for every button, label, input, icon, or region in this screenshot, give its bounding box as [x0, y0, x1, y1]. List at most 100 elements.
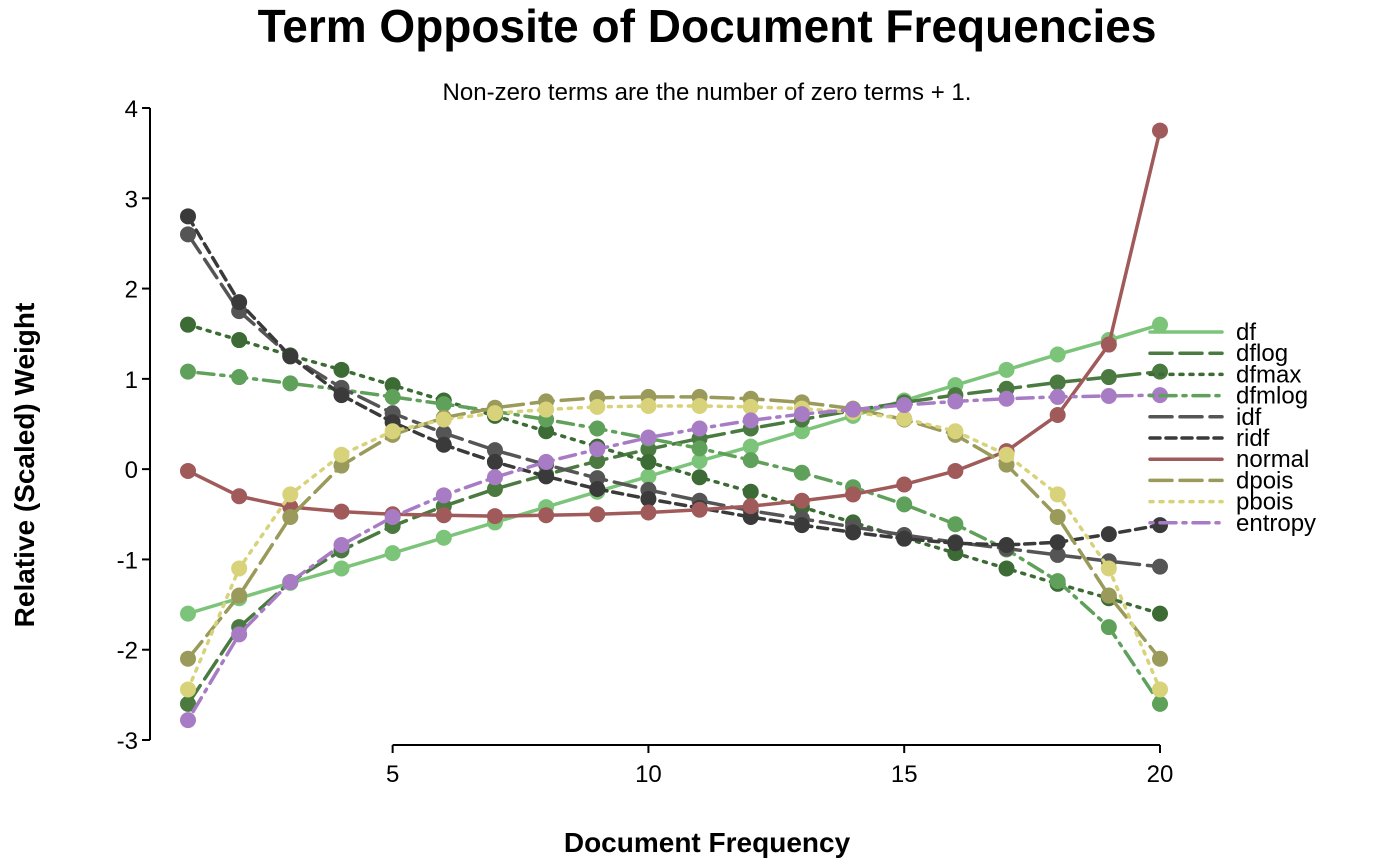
data-point-dfmax	[1152, 605, 1168, 622]
data-point-ridf	[998, 536, 1015, 553]
data-point-pbois	[589, 398, 606, 415]
data-point-dflog	[180, 695, 196, 712]
data-point-ridf	[333, 387, 350, 404]
data-point-dfmlog	[1049, 573, 1066, 590]
legend-item-df: df	[1148, 319, 1256, 346]
data-point-pbois	[384, 423, 401, 440]
series-line-idf	[186, 232, 1162, 569]
data-point-entropy	[282, 574, 299, 590]
legend-item-dpois: dpois	[1148, 467, 1293, 494]
legend-label: ridf	[1236, 425, 1270, 452]
data-point-dpois	[1100, 587, 1117, 604]
data-point-pbois	[742, 398, 759, 415]
data-point-entropy	[538, 453, 555, 470]
data-point-ridf	[793, 517, 810, 534]
legend-item-dflog: dflog	[1148, 340, 1288, 367]
data-point-normal	[1152, 122, 1168, 139]
data-point-pbois	[538, 401, 555, 418]
data-point-normal	[793, 492, 810, 509]
data-point-dfmlog	[896, 496, 913, 513]
data-point-dfmlog	[435, 396, 452, 413]
legend-item-normal: normal	[1148, 446, 1309, 473]
data-point-dfmlog	[282, 375, 299, 392]
data-point-dfmax	[333, 361, 350, 378]
data-point-df	[180, 605, 196, 622]
data-point-entropy	[1100, 388, 1117, 405]
data-point-df	[998, 361, 1015, 378]
data-point-dflog	[486, 481, 503, 498]
data-point-df	[1049, 346, 1066, 363]
data-point-entropy	[947, 393, 964, 410]
series-dpois	[180, 388, 1168, 667]
data-point-pbois	[180, 681, 196, 698]
series-pbois	[180, 397, 1168, 698]
data-point-normal	[435, 507, 452, 524]
data-point-entropy	[333, 536, 350, 553]
data-point-df	[1152, 316, 1168, 333]
data-point-entropy	[640, 429, 657, 446]
data-point-normal	[947, 462, 964, 479]
data-point-dfmax	[384, 377, 401, 394]
legend-label: dfmax	[1236, 361, 1301, 388]
data-point-normal	[845, 486, 862, 503]
x-tick-label: 5	[386, 761, 399, 788]
data-point-dfmlog	[1100, 619, 1117, 636]
y-tick-label: 3	[125, 186, 138, 213]
data-point-pbois	[896, 410, 913, 427]
data-point-normal	[896, 476, 913, 493]
data-point-pbois	[947, 423, 964, 440]
series-dfmlog	[180, 363, 1168, 712]
data-point-idf	[180, 226, 196, 243]
chart-title: Term Opposite of Document Frequencies	[258, 0, 1157, 52]
series-ridf	[180, 208, 1168, 553]
data-point-entropy	[691, 420, 708, 437]
data-point-pbois	[486, 405, 503, 422]
x-tick-label: 10	[635, 761, 662, 788]
series-line-dflog	[186, 369, 1162, 706]
data-point-pbois	[282, 486, 299, 503]
series-line-entropy	[186, 393, 1162, 722]
data-point-normal	[486, 508, 503, 525]
data-point-entropy	[998, 390, 1015, 407]
data-point-ridf	[538, 468, 555, 485]
data-point-entropy	[845, 401, 862, 418]
legend-item-ridf: ridf	[1148, 425, 1270, 452]
data-point-pbois	[231, 560, 248, 577]
y-tick-label: 1	[125, 367, 138, 394]
data-point-ridf	[1049, 534, 1066, 551]
data-point-ridf	[1152, 517, 1168, 534]
data-point-dfmax	[180, 316, 196, 333]
data-point-normal	[1100, 336, 1117, 353]
data-point-ridf	[486, 453, 503, 470]
data-point-dpois	[1152, 650, 1168, 667]
data-point-pbois	[435, 411, 452, 428]
y-tick-label: 0	[125, 457, 138, 484]
data-point-dflog	[589, 453, 606, 470]
data-point-dpois	[231, 587, 248, 604]
series-line-dpois	[186, 395, 1162, 661]
legend-label: dfmlog	[1236, 383, 1308, 410]
legend-label: pbois	[1236, 489, 1293, 516]
legend-label: idf	[1236, 404, 1262, 431]
data-point-pbois	[333, 446, 350, 463]
series-line-ridf	[186, 214, 1162, 547]
data-point-df	[384, 545, 401, 562]
data-point-pbois	[1049, 486, 1066, 503]
data-point-normal	[640, 504, 657, 521]
data-point-dfmlog	[1152, 695, 1168, 712]
y-tick-label: -1	[117, 547, 138, 574]
data-point-pbois	[640, 397, 657, 414]
data-point-ridf	[231, 294, 248, 311]
legend-item-pbois: pbois	[1148, 489, 1293, 516]
legend-item-idf: idf	[1148, 404, 1262, 431]
legend-item-dfmax: dfmax	[1148, 361, 1301, 388]
data-point-dpois	[180, 650, 196, 667]
series-normal	[180, 122, 1168, 525]
series-idf	[180, 226, 1168, 575]
y-tick-label: 2	[125, 277, 138, 304]
data-point-dfmax	[231, 332, 248, 349]
data-point-normal	[333, 503, 350, 520]
data-point-normal	[742, 498, 759, 515]
x-axis: 5 10 15 20	[386, 744, 1173, 788]
